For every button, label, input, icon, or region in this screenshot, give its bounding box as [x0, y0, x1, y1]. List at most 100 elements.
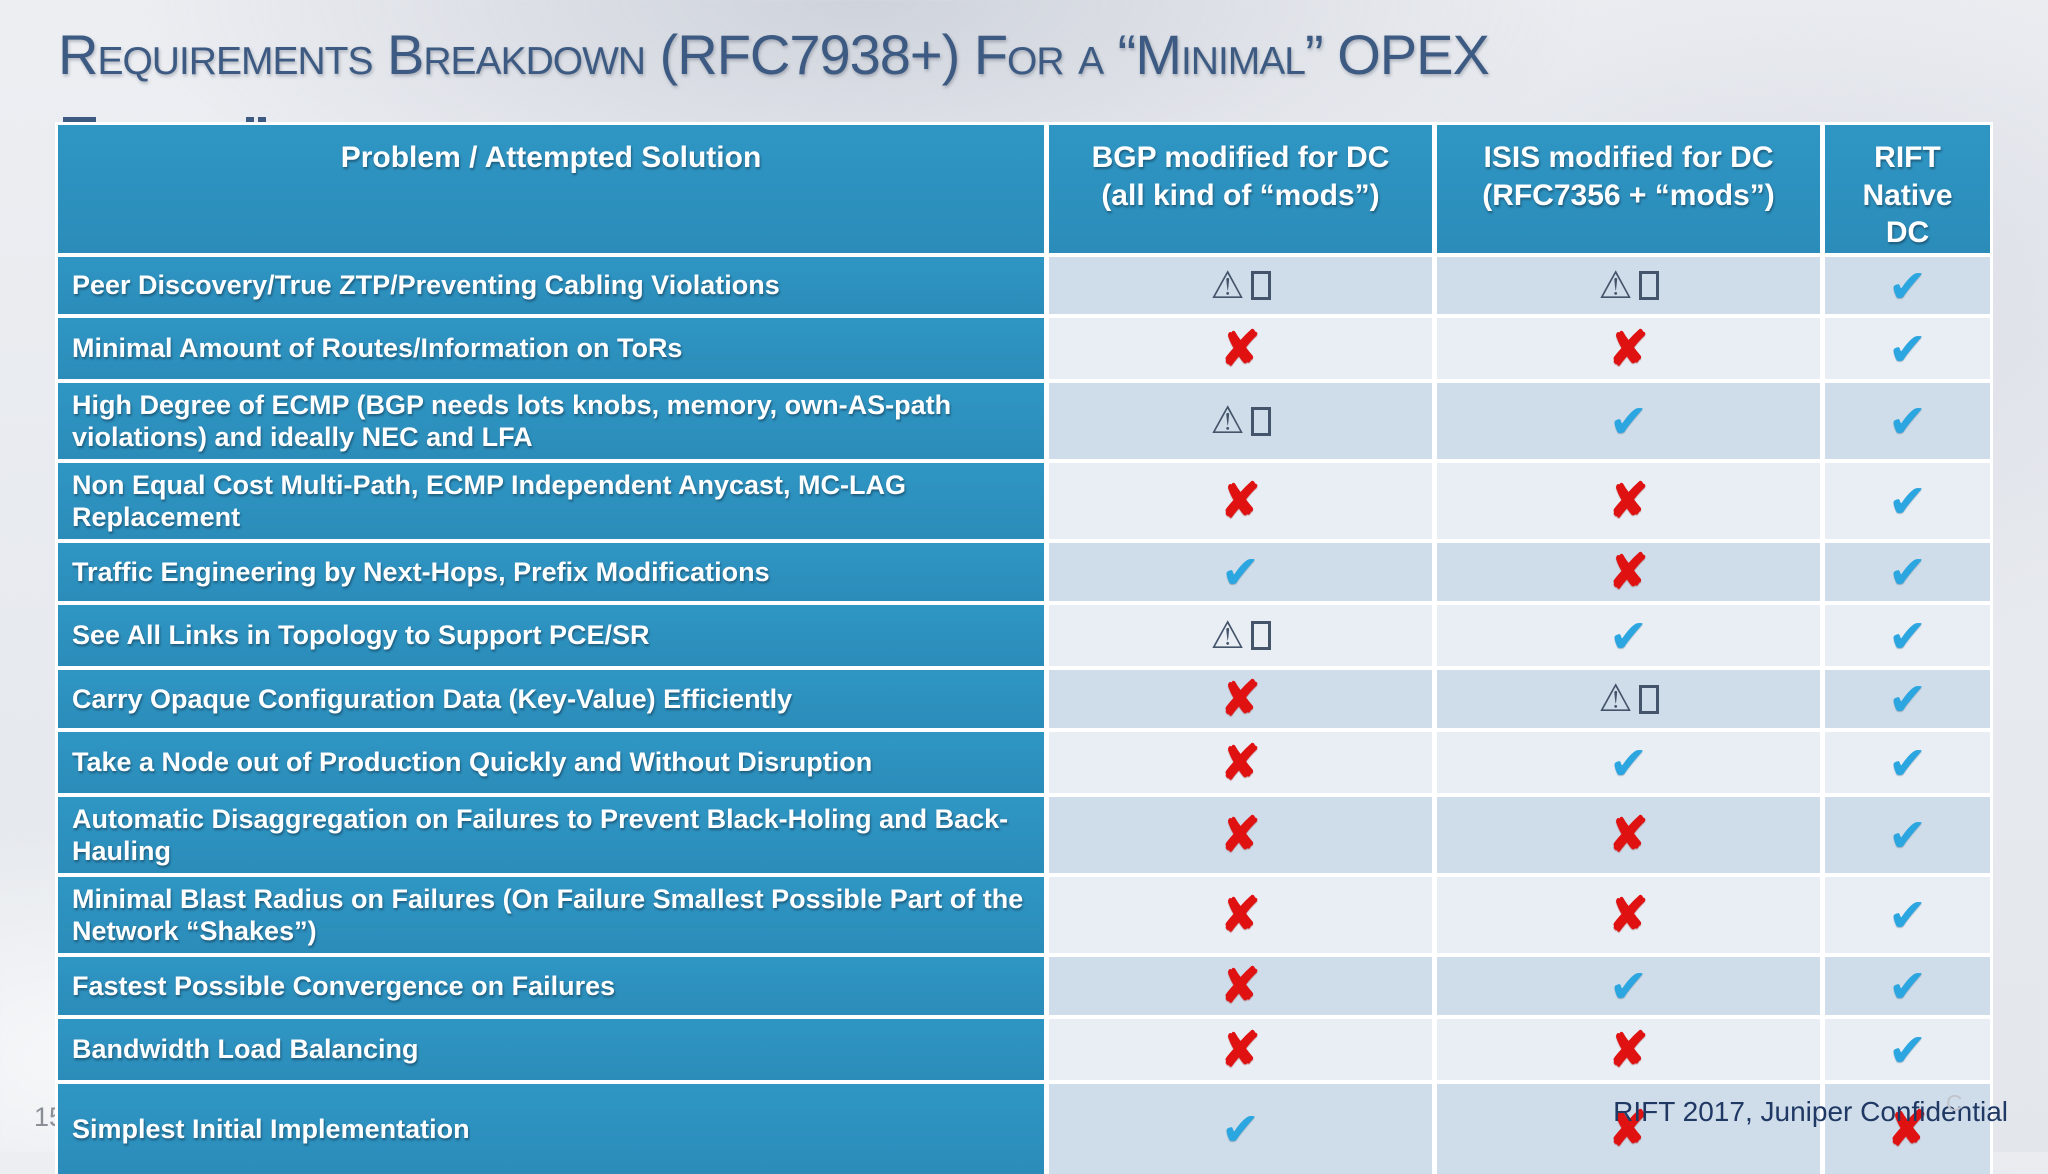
status-cell-isis: ✘: [1437, 1019, 1820, 1080]
cross-icon: ✘: [1220, 736, 1261, 790]
status-cell-rift: ✔: [1825, 257, 1990, 314]
problem-cell: Simplest Initial Implementation: [58, 1084, 1044, 1174]
problem-cell: Fastest Possible Convergence on Failures: [58, 957, 1044, 1015]
footer-confidential: RIFT 2017, Juniper Confidential: [1613, 1096, 2008, 1127]
problem-cell: Minimal Blast Radius on Failures (On Fai…: [58, 877, 1044, 953]
status-cell-bgp: ✔: [1049, 543, 1432, 601]
status-cell-rift: ✔: [1825, 383, 1990, 459]
status-cell-rift: ✔: [1825, 670, 1990, 728]
status-cell-bgp: ✔: [1049, 1084, 1432, 1174]
cross-icon: ✘: [1608, 889, 1649, 942]
check-icon: ✔: [1609, 960, 1648, 1012]
check-icon: ✔: [1888, 960, 1927, 1012]
cross-icon: ✘: [1220, 475, 1261, 528]
status-cell-rift: ✔: [1825, 1019, 1990, 1080]
status-cell-bgp: ✘: [1049, 670, 1432, 728]
check-icon: ✔: [1609, 736, 1648, 789]
status-cell-bgp: ✘: [1049, 877, 1432, 953]
status-cell-bgp: ✘: [1049, 463, 1432, 539]
status-cell-rift: ✔: [1825, 463, 1990, 539]
problem-cell: High Degree of ECMP (BGP needs lots knob…: [58, 383, 1044, 459]
problem-cell: Take a Node out of Production Quickly an…: [58, 732, 1044, 793]
status-cell-bgp: ⚠: [1049, 257, 1432, 314]
status-cell-isis: ✘: [1437, 318, 1820, 379]
problem-cell: Non Equal Cost Multi-Path, ECMP Independ…: [58, 463, 1044, 539]
check-icon: ✔: [1888, 395, 1927, 447]
cross-icon: ✘: [1220, 1023, 1261, 1077]
cross-icon: ✘: [1220, 809, 1261, 862]
check-icon: ✔: [1888, 475, 1927, 527]
check-icon: ✔: [1888, 546, 1927, 598]
column-header-rift: RIFT Native DC: [1825, 125, 1990, 253]
cross-icon: ✘: [1608, 475, 1649, 528]
check-icon: ✔: [1888, 1023, 1927, 1076]
cross-icon: ✘: [1608, 1103, 1649, 1156]
check-icon: ✔: [1609, 609, 1648, 662]
cross-icon: ✘: [1887, 1103, 1928, 1156]
warning-icon: ⚠: [1598, 680, 1659, 718]
cross-icon: ✘: [1220, 960, 1261, 1013]
status-cell-isis: ✔: [1437, 957, 1820, 1015]
slide-title: Requirements Breakdown (RFC7938+) For a …: [58, 23, 1490, 86]
check-icon: ✔: [1888, 736, 1927, 789]
problem-cell: Minimal Amount of Routes/Information on …: [58, 318, 1044, 379]
problem-cell: Peer Discovery/True ZTP/Preventing Cabli…: [58, 257, 1044, 314]
check-icon: ✔: [1888, 809, 1927, 861]
cross-icon: ✘: [1220, 673, 1261, 726]
status-cell-bgp: ⚠: [1049, 605, 1432, 666]
check-icon: ✔: [1888, 889, 1927, 941]
status-cell-bgp: ✘: [1049, 957, 1432, 1015]
cross-icon: ✘: [1608, 322, 1649, 376]
status-cell-rift: ✔: [1825, 732, 1990, 793]
status-cell-rift: ✔: [1825, 797, 1990, 873]
status-cell-bgp: ✘: [1049, 318, 1432, 379]
cross-icon: ✘: [1608, 809, 1649, 862]
status-cell-isis: ✘: [1437, 797, 1820, 873]
faint-corner-artifact: C: [1946, 1090, 1963, 1116]
hidden-title-line-fragment: [258, 117, 266, 124]
hidden-title-line-fragment: [63, 117, 96, 124]
status-cell-rift: ✔: [1825, 957, 1990, 1015]
requirements-table: Problem / Attempted Solution BGP modifie…: [55, 122, 1993, 1174]
check-icon: ✔: [1888, 322, 1927, 375]
warning-icon: ⚠: [1210, 402, 1271, 440]
status-cell-bgp: ✘: [1049, 1019, 1432, 1080]
status-cell-isis: ⚠: [1437, 257, 1820, 314]
status-cell-rift: ✔: [1825, 543, 1990, 601]
status-cell-isis: ✔: [1437, 383, 1820, 459]
status-cell-isis: ✔: [1437, 732, 1820, 793]
column-header-problem: Problem / Attempted Solution: [58, 125, 1044, 253]
cross-icon: ✘: [1608, 546, 1649, 599]
column-header-bgp: BGP modified for DC (all kind of “mods”): [1049, 125, 1432, 253]
status-cell-rift: ✔: [1825, 605, 1990, 666]
warning-icon: ⚠: [1210, 617, 1271, 655]
check-icon: ✔: [1888, 259, 1927, 312]
check-icon: ✔: [1888, 609, 1927, 662]
status-cell-bgp: ⚠: [1049, 383, 1432, 459]
status-cell-isis: ⚠: [1437, 670, 1820, 728]
problem-cell: See All Links in Topology to Support PCE…: [58, 605, 1044, 666]
problem-cell: Traffic Engineering by Next-Hops, Prefix…: [58, 543, 1044, 601]
cross-icon: ✘: [1220, 889, 1261, 942]
cross-icon: ✘: [1608, 1023, 1649, 1077]
warning-icon: ⚠: [1598, 267, 1659, 305]
problem-cell: Carry Opaque Configuration Data (Key-Val…: [58, 670, 1044, 728]
status-cell-bgp: ✘: [1049, 732, 1432, 793]
status-cell-rift: ✔: [1825, 318, 1990, 379]
status-cell-bgp: ✘: [1049, 797, 1432, 873]
problem-cell: Automatic Disaggregation on Failures to …: [58, 797, 1044, 873]
status-cell-isis: ✔: [1437, 605, 1820, 666]
status-cell-rift: ✔: [1825, 877, 1990, 953]
check-icon: ✔: [1221, 1103, 1260, 1155]
check-icon: ✔: [1888, 673, 1927, 725]
check-icon: ✔: [1221, 546, 1260, 598]
status-cell-isis: ✘: [1437, 877, 1820, 953]
hidden-title-line-fragment: [246, 117, 254, 124]
status-cell-isis: ✘: [1437, 543, 1820, 601]
check-icon: ✔: [1609, 395, 1648, 447]
column-header-isis: ISIS modified for DC (RFC7356 + “mods”): [1437, 125, 1820, 253]
warning-icon: ⚠: [1210, 267, 1271, 305]
problem-cell: Bandwidth Load Balancing: [58, 1019, 1044, 1080]
cross-icon: ✘: [1220, 322, 1261, 376]
status-cell-isis: ✘: [1437, 463, 1820, 539]
